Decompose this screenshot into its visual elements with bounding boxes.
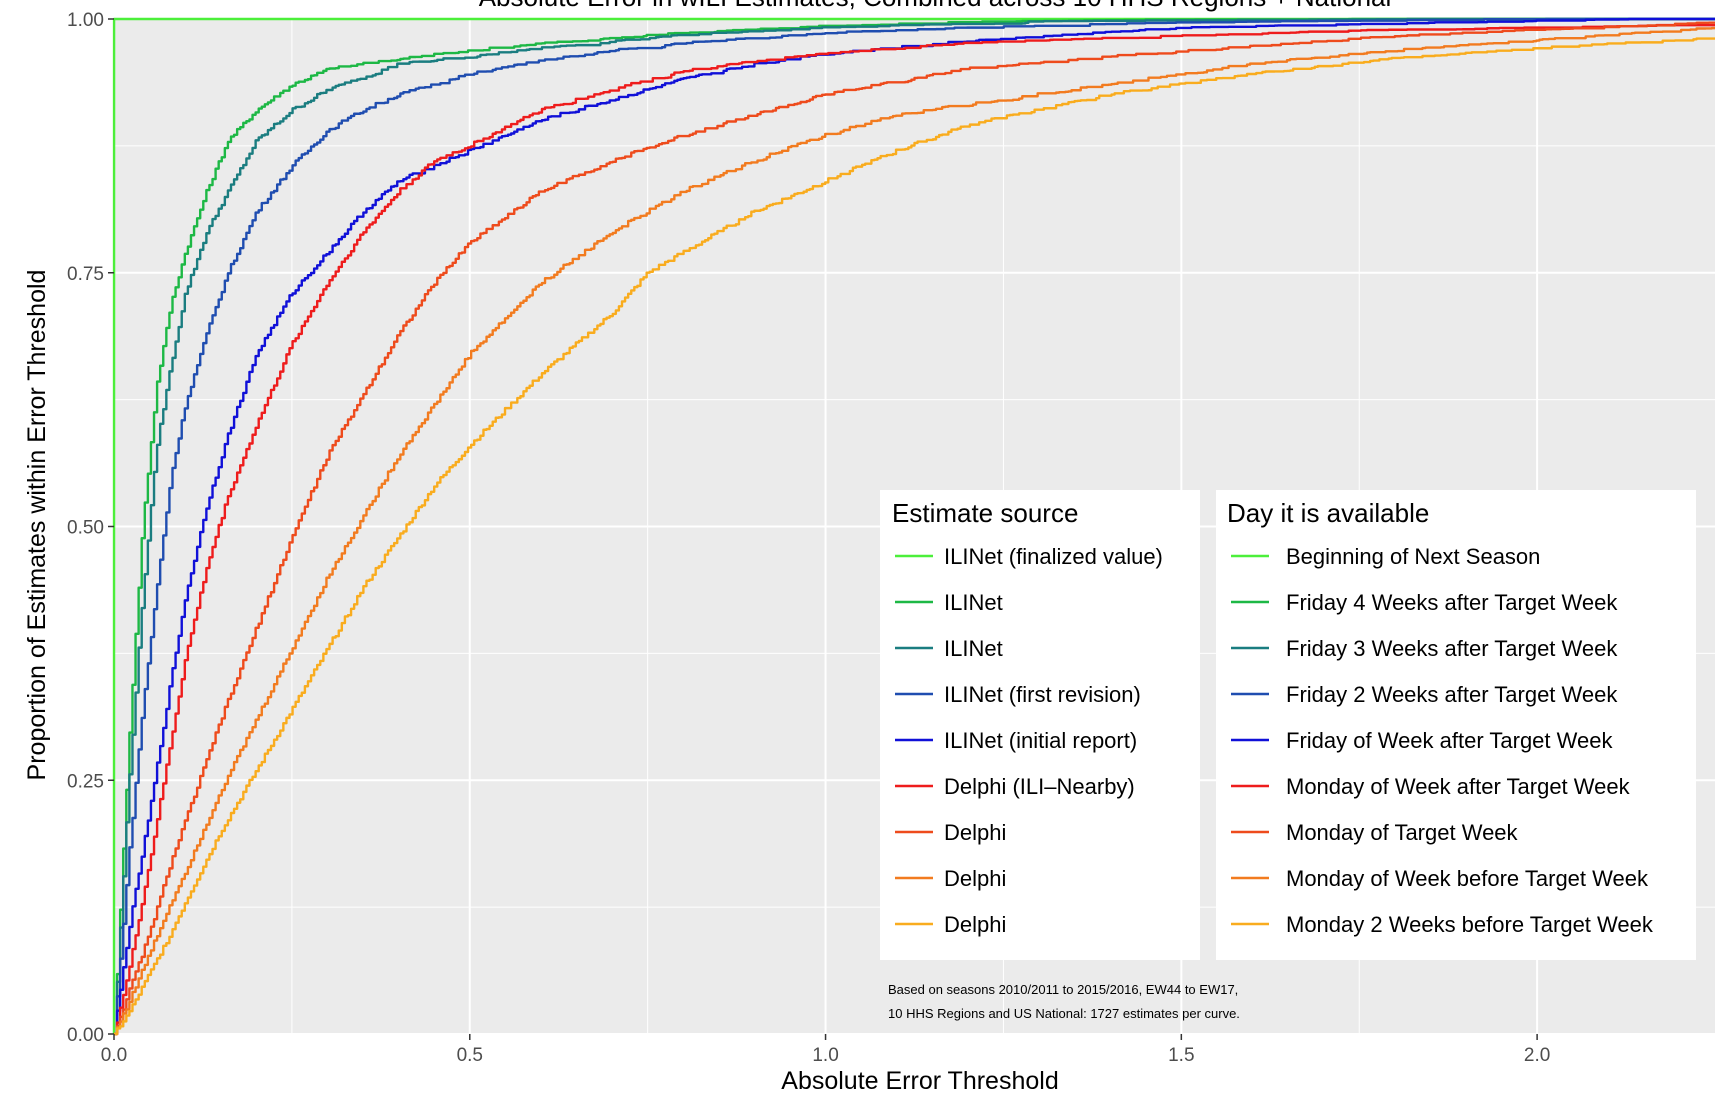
legend-source-label: ILINet: [944, 590, 1003, 615]
x-axis-title: Absolute Error Threshold: [781, 1067, 1058, 1095]
y-tick-label: 0.25: [67, 771, 104, 792]
y-tick-label: 1.00: [67, 10, 104, 31]
legend-source-box: [880, 490, 1200, 960]
legend-day-label: Friday 2 Weeks after Target Week: [1286, 682, 1618, 707]
legend-source-label: Delphi: [944, 866, 1006, 891]
x-tick-label: 1.5: [1168, 1045, 1194, 1066]
legend-source-label: ILINet: [944, 636, 1003, 661]
legend-source-title: Estimate source: [892, 498, 1078, 528]
legend-day-label: Beginning of Next Season: [1286, 544, 1540, 569]
x-tick-label: 0.0: [101, 1045, 127, 1066]
series-line: [114, 17, 1715, 1036]
y-axis-title: Proportion of Estimates within Error Thr…: [23, 270, 51, 781]
caption: Based on seasons 2010/2011 to 2015/2016,…: [888, 982, 1240, 1021]
legend-day-label: Friday 3 Weeks after Target Week: [1286, 636, 1618, 661]
legend-day-label: Friday 4 Weeks after Target Week: [1286, 590, 1618, 615]
series-line: [114, 37, 1715, 1036]
legend-day-label: Monday 2 Weeks before Target Week: [1286, 912, 1654, 937]
legend-source-label: Delphi: [944, 912, 1006, 937]
x-tick-label: 1.0: [812, 1045, 838, 1066]
legend-source-label: ILINet (initial report): [944, 728, 1137, 753]
legend-day-label: Monday of Week after Target Week: [1286, 774, 1631, 799]
series-line: [114, 26, 1715, 1036]
legend-day-box: [1216, 490, 1696, 960]
series-lines: [112, 17, 1715, 1036]
x-tick-label: 2.0: [1524, 1045, 1550, 1066]
y-axis: 0.00 0.25 0.50 0.75 1.00: [67, 10, 114, 1046]
legend-day-label: Monday of Week before Target Week: [1286, 866, 1649, 891]
legend-estimate-source: Estimate source ILINet (finalized value)…: [880, 490, 1200, 960]
chart-title: Absolute Error in wILI Estimates, Combin…: [479, 0, 1392, 12]
x-tick-label: 0.5: [457, 1045, 483, 1066]
x-axis: 0.0 0.5 1.0 1.5 2.0: [101, 1034, 1550, 1066]
legend-source-label: Delphi: [944, 820, 1006, 845]
y-tick-label: 0.75: [67, 264, 104, 285]
caption-line-1: Based on seasons 2010/2011 to 2015/2016,…: [888, 982, 1238, 997]
legend-day-label: Friday of Week after Target Week: [1286, 728, 1613, 753]
legend-source-label: ILINet (finalized value): [944, 544, 1163, 569]
series-line: [114, 23, 1715, 1036]
y-tick-label: 0.50: [67, 518, 104, 539]
legend-source-label: ILINet (first revision): [944, 682, 1141, 707]
legend-day-label: Monday of Target Week: [1286, 820, 1519, 845]
legend-source-label: Delphi (ILI–Nearby): [944, 774, 1135, 799]
caption-line-2: 10 HHS Regions and US National: 1727 est…: [888, 1006, 1240, 1021]
y-tick-label: 0.00: [67, 1025, 104, 1046]
legend-day-available: Day it is available Beginning of Next Se…: [1216, 490, 1696, 960]
legend-day-title: Day it is available: [1227, 498, 1429, 528]
series-line: [114, 21, 1715, 1036]
series-line: [114, 17, 1715, 1036]
